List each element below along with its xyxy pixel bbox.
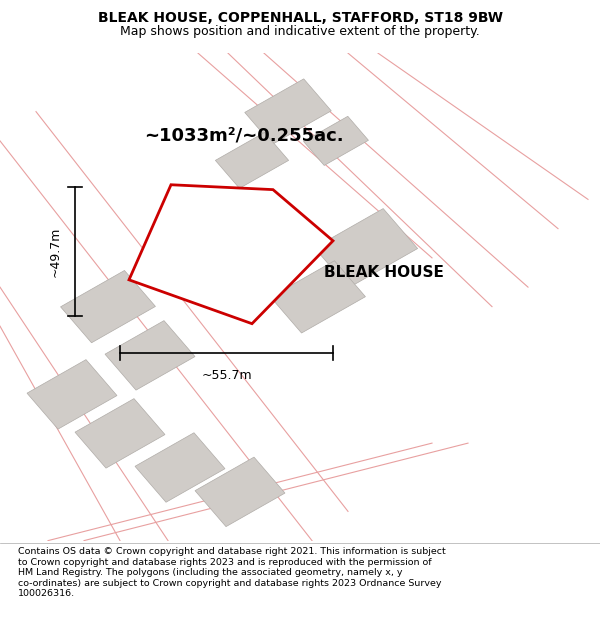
Text: Map shows position and indicative extent of the property.: Map shows position and indicative extent… xyxy=(120,25,480,38)
Text: Contains OS data © Crown copyright and database right 2021. This information is : Contains OS data © Crown copyright and d… xyxy=(18,548,446,598)
Polygon shape xyxy=(271,261,365,333)
Polygon shape xyxy=(27,359,117,429)
Polygon shape xyxy=(245,79,331,144)
Text: ~1033m²/~0.255ac.: ~1033m²/~0.255ac. xyxy=(144,127,344,145)
Text: BLEAK HOUSE, COPPENHALL, STAFFORD, ST18 9BW: BLEAK HOUSE, COPPENHALL, STAFFORD, ST18 … xyxy=(97,11,503,24)
Text: BLEAK HOUSE: BLEAK HOUSE xyxy=(324,266,444,281)
Polygon shape xyxy=(195,457,285,527)
Text: ~49.7m: ~49.7m xyxy=(49,227,62,277)
Polygon shape xyxy=(135,432,225,502)
Polygon shape xyxy=(215,132,289,188)
Polygon shape xyxy=(105,321,195,390)
Polygon shape xyxy=(314,209,418,288)
Polygon shape xyxy=(129,185,333,324)
Polygon shape xyxy=(61,271,155,342)
Polygon shape xyxy=(304,116,368,166)
Text: ~55.7m: ~55.7m xyxy=(201,369,252,381)
Polygon shape xyxy=(75,399,165,468)
